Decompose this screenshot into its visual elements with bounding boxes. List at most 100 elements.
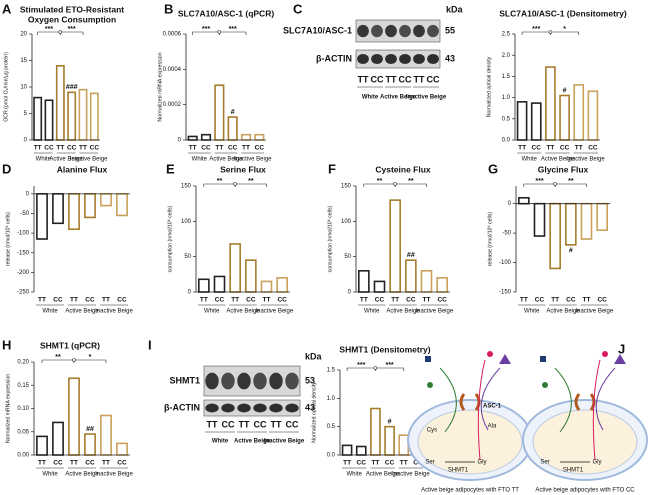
icon-circle	[427, 382, 433, 388]
x-tick-label: CC	[255, 145, 265, 152]
bracket-node	[72, 358, 76, 362]
bar	[533, 202, 546, 237]
panel-label: D	[2, 161, 11, 176]
x-tick-label: CC	[588, 145, 598, 152]
x-tick-label: CC	[215, 297, 225, 304]
significance-label: **	[568, 178, 574, 185]
lane-label: TT	[414, 74, 425, 84]
icon-circle	[542, 382, 548, 388]
significance-label: **	[377, 178, 383, 185]
y-tick-label: 1.0	[502, 95, 511, 101]
group-label: White	[521, 157, 537, 163]
group-label: Active Beige	[366, 472, 400, 478]
y-tick-label: 100	[181, 219, 192, 225]
lane-label: CC	[254, 419, 267, 429]
significance-label: ***	[535, 178, 543, 185]
x-tick-label: CC	[85, 460, 95, 467]
panel-label: J	[618, 341, 625, 356]
x-tick-label: CC	[385, 460, 395, 467]
x-tick-label: CC	[560, 145, 570, 152]
y-tick-label: -50	[502, 231, 511, 237]
blot-band	[427, 24, 439, 38]
bar	[373, 280, 386, 293]
y-tick-label: 0.5	[502, 116, 511, 122]
lane-label: CC	[371, 74, 384, 84]
x-tick-label: CC	[117, 460, 127, 467]
blot-band	[399, 53, 411, 65]
y-tick-label: 0.0004	[163, 67, 182, 73]
significance-mark: #	[388, 419, 392, 426]
diagram-label: SHMT1	[448, 468, 469, 474]
y-tick-label: 10	[20, 85, 27, 91]
group-label: Active Beige	[546, 309, 580, 315]
bar	[52, 193, 64, 225]
significance-label: ***	[357, 362, 365, 369]
blot-band	[237, 403, 251, 413]
x-tick-label: TT	[518, 145, 526, 152]
group-label: White	[346, 472, 362, 478]
group-label: Inactive Beige	[234, 157, 272, 163]
chart-title: Cysteine Flux	[375, 164, 431, 174]
y-tick-label: 0	[178, 138, 182, 144]
x-tick-label: TT	[575, 145, 583, 152]
blot-band	[253, 403, 267, 413]
bar	[518, 196, 530, 205]
x-tick-label: TT	[360, 297, 368, 304]
blot-band	[399, 24, 411, 38]
lane-label: CC	[286, 419, 299, 429]
x-tick-label: CC	[357, 460, 367, 467]
bar	[213, 275, 226, 293]
significance-mark: #	[563, 87, 567, 94]
bar	[214, 84, 225, 141]
significance-mark: #	[231, 109, 235, 116]
blot-band	[269, 372, 283, 390]
bar	[44, 99, 54, 141]
significance-label: ***	[532, 26, 540, 33]
significance-label: **	[408, 178, 414, 185]
x-tick-label: TT	[391, 297, 399, 304]
chart-title: SLC7A10/ASC-1 (Densitometry)	[499, 8, 627, 18]
y-tick-label: 0.0006	[163, 32, 182, 38]
y-tick-label: 15	[20, 58, 27, 64]
bar	[200, 133, 212, 141]
group-label: Active Beige	[541, 157, 575, 163]
x-tick-label: TT	[79, 145, 87, 152]
chart-title: Oxygen Consumption	[28, 14, 116, 24]
blot-band	[371, 53, 383, 65]
significance-label: ***	[68, 26, 76, 33]
bar	[370, 407, 381, 456]
y-tick-label: 0.5	[327, 424, 336, 430]
x-tick-label: TT	[343, 460, 351, 467]
lane-label: CC	[399, 74, 412, 84]
bar	[389, 199, 401, 293]
y-tick-label: 0	[26, 191, 30, 197]
blot-band	[413, 24, 425, 38]
blot-row-label: β-ACTIN	[316, 53, 352, 63]
group-label: Active Beige	[49, 157, 83, 163]
x-tick-label: TT	[189, 145, 197, 152]
bar	[100, 414, 112, 456]
y-axis-label: consumption (nmol/10⁶ cells)	[327, 205, 333, 272]
bar	[384, 425, 395, 456]
group-label: White	[364, 309, 380, 315]
significance-label: **	[55, 354, 61, 361]
y-tick-label: 5	[24, 111, 28, 117]
bar	[84, 433, 96, 456]
y-axis-label: release (nmol/10⁶ cells)	[487, 212, 493, 267]
bracket-node	[548, 30, 553, 34]
x-tick-label: CC	[85, 297, 95, 304]
blot-band	[253, 372, 267, 390]
x-tick-label: TT	[102, 460, 110, 467]
significance-label: **	[217, 178, 223, 185]
x-tick-label: CC	[228, 145, 238, 152]
cell-inner	[417, 409, 523, 475]
bar	[36, 193, 48, 240]
x-tick-label: CC	[90, 145, 100, 152]
x-tick-label: TT	[102, 297, 110, 304]
y-axis-label: Normalized optical density	[486, 56, 492, 117]
x-tick-label: TT	[242, 145, 250, 152]
bar	[596, 202, 608, 231]
bracket-node	[233, 182, 237, 186]
cell-inner	[532, 409, 638, 475]
blot-strip	[203, 365, 301, 397]
